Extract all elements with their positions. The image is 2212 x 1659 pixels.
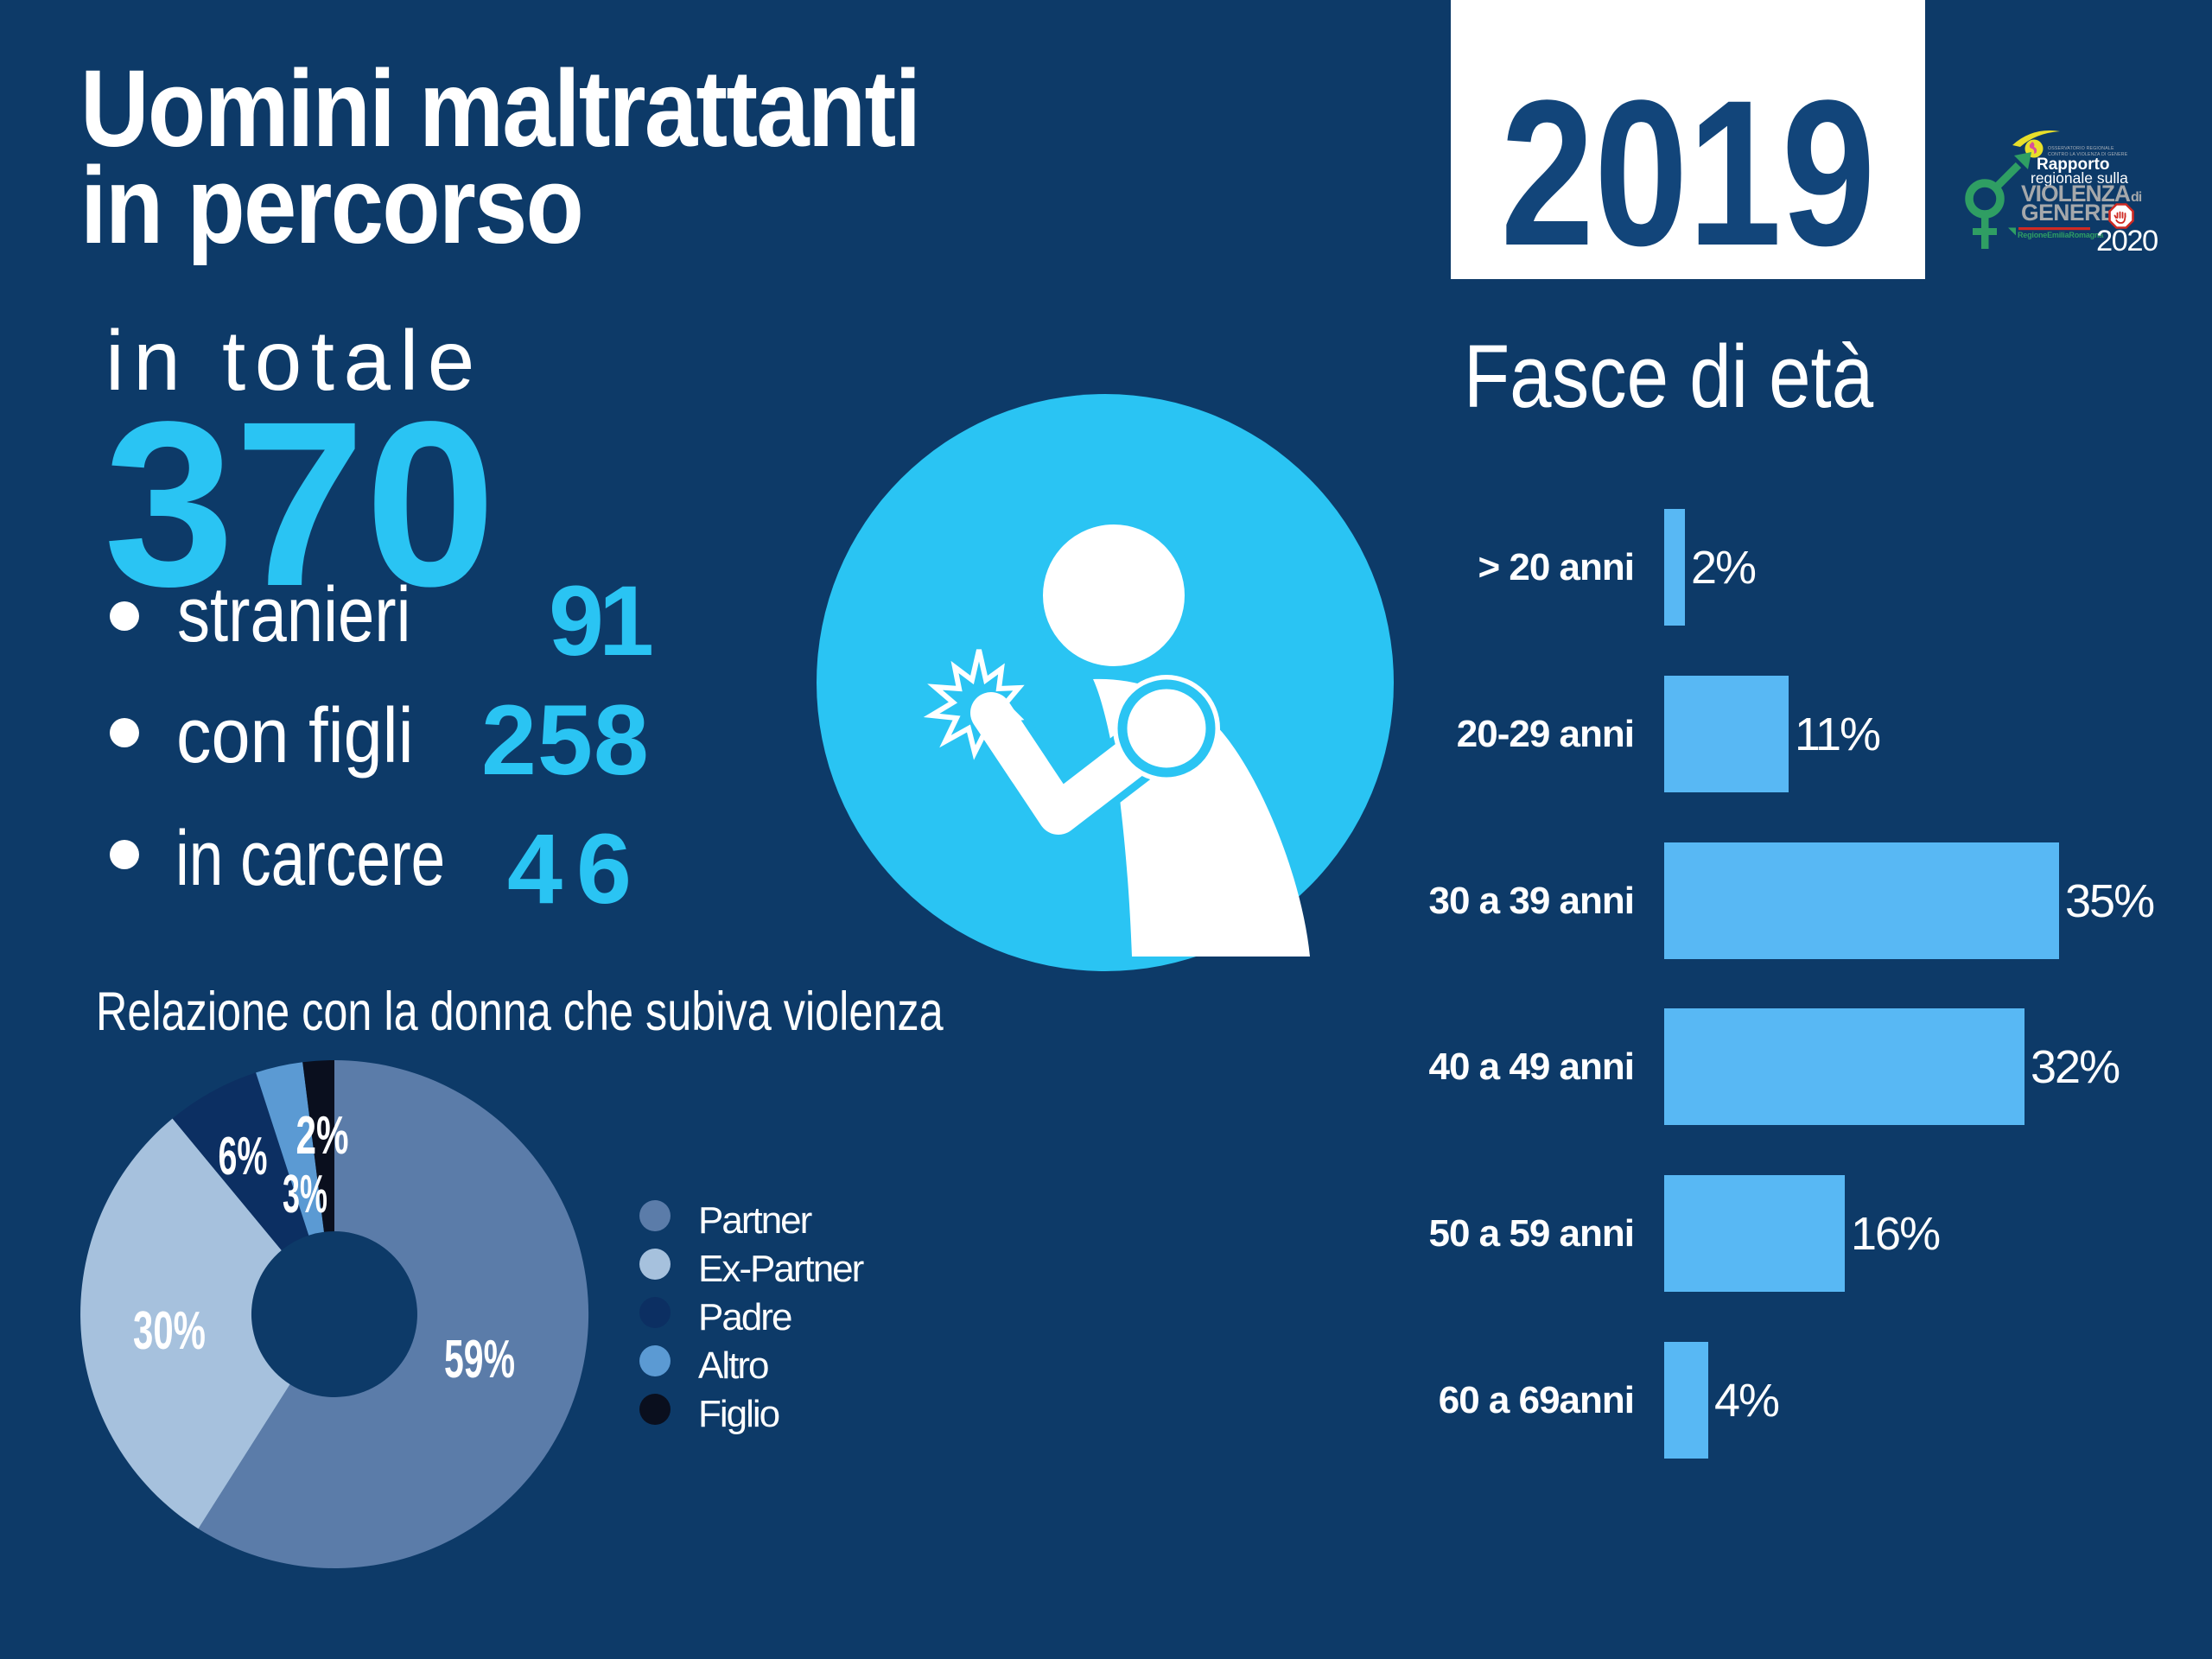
svg-text:CONTRO LA VIOLENZA DI GENERE: CONTRO LA VIOLENZA DI GENERE <box>2048 152 2128 157</box>
svg-text:Rapporto: Rapporto <box>2037 156 2109 174</box>
svg-text:OSSERVATORIO REGIONALE: OSSERVATORIO REGIONALE <box>2048 146 2114 151</box>
svg-text:6%: 6% <box>219 1127 268 1186</box>
svg-text:VIOLENZAdi: VIOLENZAdi <box>2021 181 2142 207</box>
svg-text:GENERE: GENERE <box>2021 200 2115 226</box>
svg-text:2020: 2020 <box>2096 225 2158 257</box>
svg-text:RegioneEmiliaRomagna: RegioneEmiliaRomagna <box>2018 231 2104 239</box>
svg-text:regionale sulla: regionale sulla <box>2031 169 2128 187</box>
svg-text:30%: 30% <box>133 1301 206 1361</box>
svg-text:2%: 2% <box>296 1106 349 1166</box>
svg-text:3%: 3% <box>283 1165 327 1224</box>
svg-text:59%: 59% <box>444 1330 515 1389</box>
